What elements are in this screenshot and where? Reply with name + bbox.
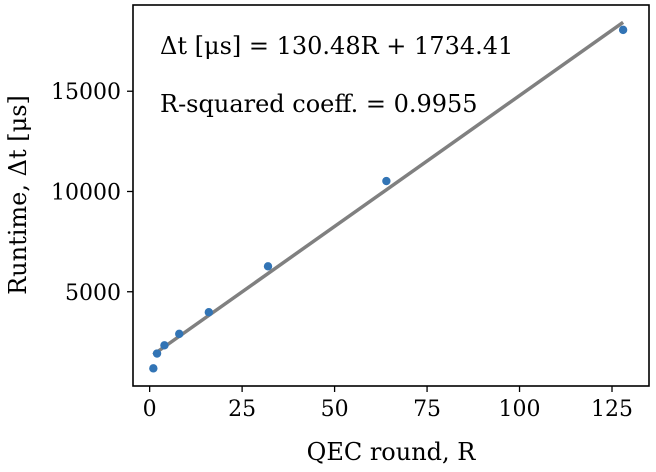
data-point — [618, 25, 628, 35]
y-tick-label: 10000 — [51, 180, 121, 205]
x-tick-label: 0 — [143, 397, 157, 422]
plot-frame — [132, 4, 650, 387]
x-tick-label: 50 — [321, 397, 349, 422]
data-point — [149, 364, 158, 373]
data-point — [160, 341, 169, 350]
y-axis-label: Runtime, Δt [μs] — [4, 95, 32, 295]
x-tick-label: 75 — [413, 397, 441, 422]
y-tick-label: 5000 — [65, 281, 121, 306]
data-point — [263, 262, 273, 271]
x-tick-label: 125 — [591, 397, 633, 422]
fit-line — [152, 20, 625, 357]
x-tick-label: 25 — [228, 397, 256, 422]
data-point — [382, 176, 391, 186]
data-point — [152, 349, 162, 358]
data-point — [175, 329, 184, 339]
x-axis-label: QEC round, R — [307, 438, 477, 466]
fit-equation-annotation: Δt [μs] = 130.48R + 1734.41 — [160, 32, 513, 60]
y-tick-label: 15000 — [51, 80, 121, 105]
r-squared-annotation: R-squared coeff. = 0.9955 — [160, 90, 478, 118]
y-axis: 5000 10000 15000 — [51, 80, 133, 306]
x-tick-label: 100 — [499, 397, 541, 422]
x-axis: 0 25 50 75 100 125 — [143, 386, 633, 422]
plot-area — [149, 20, 628, 373]
data-point — [204, 308, 214, 317]
